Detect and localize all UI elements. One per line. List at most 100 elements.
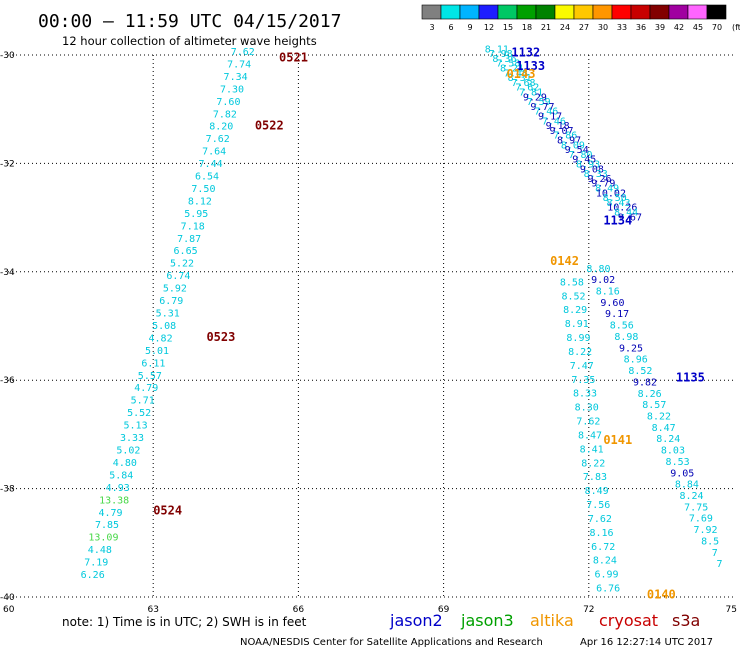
colorbar-swatch — [535, 4, 556, 20]
x-tick-label: 69 — [438, 605, 450, 615]
swh-value: 7.86 — [553, 131, 577, 142]
colorbar-swatch — [592, 4, 613, 20]
swh-value: 9.29 — [523, 92, 547, 103]
swh-value: 7.46 — [534, 107, 558, 118]
swh-value: 5.84 — [109, 470, 133, 481]
swh-value: 7.80 — [568, 150, 592, 161]
swh-value: 6.54 — [195, 172, 219, 183]
axis-ticks: 60 63 66 69 72 75 -30 -32 -34 -36 -38 -40 — [0, 51, 737, 615]
pass-label: 0141 — [603, 433, 632, 447]
credit-line: NOAA/NESDIS Center for Satellite Applica… — [240, 637, 543, 648]
swh-value: 9.67 — [618, 212, 642, 223]
grid-lines — [8, 54, 734, 598]
swh-value: 7.62 — [206, 134, 230, 145]
swh-value: 6.76 — [596, 584, 620, 595]
x-tick-label: 75 — [726, 605, 737, 615]
swh-value: 9.26 — [587, 174, 611, 185]
swh-value: 8.99 — [566, 333, 590, 344]
swh-value: 9.05 — [670, 468, 694, 479]
swh-value: 10.02 — [596, 188, 626, 199]
swh-value: 7.62 — [231, 47, 255, 58]
swh-value: 4.79 — [134, 383, 158, 394]
swh-value: 7.50 — [191, 184, 215, 195]
y-tick-label: -38 — [0, 485, 15, 495]
swh-value: 8.03 — [661, 446, 685, 457]
colorbar-label: 36 — [636, 23, 646, 32]
swh-value: 8.24 — [593, 556, 617, 567]
swh-value: 5.13 — [124, 421, 148, 432]
swh-value: 13.38 — [99, 495, 129, 506]
swh-value: 8.50 — [603, 193, 627, 204]
colorbar-label: 12 — [484, 23, 494, 32]
swh-value: 7.74 — [227, 59, 251, 70]
pass-label: 1132 — [511, 45, 540, 59]
swh-value: 7.60 — [216, 97, 240, 108]
swh-value: 7.75 — [684, 502, 708, 513]
swh-value: 5.57 — [138, 371, 162, 382]
pass-label: 0523 — [206, 330, 235, 344]
chart-title: 00:00 – 11:59 UTC 04/15/2017 — [38, 11, 341, 32]
colorbar-swatch — [497, 4, 518, 20]
swh-value: 8.5 — [701, 536, 719, 547]
colorbar-swatch — [668, 4, 689, 20]
swh-value: 7.56 — [586, 500, 610, 511]
swh-value: 8.21 — [500, 63, 524, 74]
colorbar-unit: (ft) — [732, 23, 740, 32]
swh-value: 8.26 — [638, 389, 662, 400]
swh-value: 6.26 — [81, 570, 105, 581]
swh-value: 7.59 — [527, 97, 551, 108]
pass-label: 0142 — [550, 254, 579, 268]
swh-value: 8.80 — [586, 264, 610, 275]
swh-value: 7.34 — [224, 72, 248, 83]
swh-value: 4.48 — [88, 545, 112, 556]
swh-value: 7.92 — [693, 525, 717, 536]
swh-value: 7.35 — [571, 375, 595, 386]
satellite-tracks: 7.627.747.347.307.607.828.207.627.647.44… — [81, 44, 723, 594]
x-tick-label: 63 — [147, 605, 158, 615]
swh-value: 4.79 — [99, 508, 123, 519]
swh-value: 7.68 — [511, 78, 535, 89]
colorbar-label: 9 — [467, 23, 472, 32]
colorbar-label: 27 — [579, 23, 589, 32]
swh-value: 8.16 — [596, 287, 620, 298]
colorbar-swatch — [478, 4, 499, 20]
pass-label: 0522 — [255, 118, 284, 132]
colorbar-swatch — [459, 4, 480, 20]
swh-value: 8.22 — [647, 411, 671, 422]
swh-value: 8.49 — [585, 486, 609, 497]
colorbar-label: 42 — [674, 23, 684, 32]
timestamp: Apr 16 12:27:14 UTC 2017 — [580, 637, 713, 648]
legend-entry: altika — [530, 611, 574, 630]
swh-value: 9.17 — [538, 111, 562, 122]
swh-value: 8.31 — [508, 73, 532, 84]
swh-value: 8.58 — [560, 277, 584, 288]
swh-value: 8.11 — [485, 44, 509, 55]
swh-value: 8.20 — [209, 122, 233, 133]
swh-value: 7.47 — [570, 361, 594, 372]
swh-value: 8.22 — [581, 458, 605, 469]
swh-value: 7.48 — [504, 68, 528, 79]
pass-label: 1133 — [516, 59, 545, 73]
swh-value: 7.58 — [496, 59, 520, 70]
swh-value: 7.69 — [689, 514, 713, 525]
colorbar-swatch — [630, 4, 651, 20]
footnote: note: 1) Time is in UTC; 2) SWH is in fe… — [62, 615, 307, 629]
swh-value: 8.52 — [561, 291, 585, 302]
colorbar-label: 15 — [503, 23, 513, 32]
colorbar-swatch — [649, 4, 670, 20]
pass-label: 1135 — [676, 370, 705, 384]
swh-value: 8.44 — [614, 208, 638, 219]
swh-value: 8.57 — [642, 400, 666, 411]
swh-value: 7.62 — [588, 514, 612, 525]
x-tick-label: 72 — [583, 605, 594, 615]
colorbar-label: 18 — [522, 23, 532, 32]
swh-value: 9.82 — [633, 377, 657, 388]
swh-value: 8.96 — [624, 355, 648, 366]
colorbar-swatch — [611, 4, 632, 20]
y-tick-label: -32 — [0, 159, 15, 169]
swh-value: 13.09 — [88, 533, 118, 544]
swh-value: 7 — [716, 559, 722, 570]
swh-value: 9.08 — [580, 164, 604, 175]
pass-label: 0524 — [153, 503, 182, 517]
